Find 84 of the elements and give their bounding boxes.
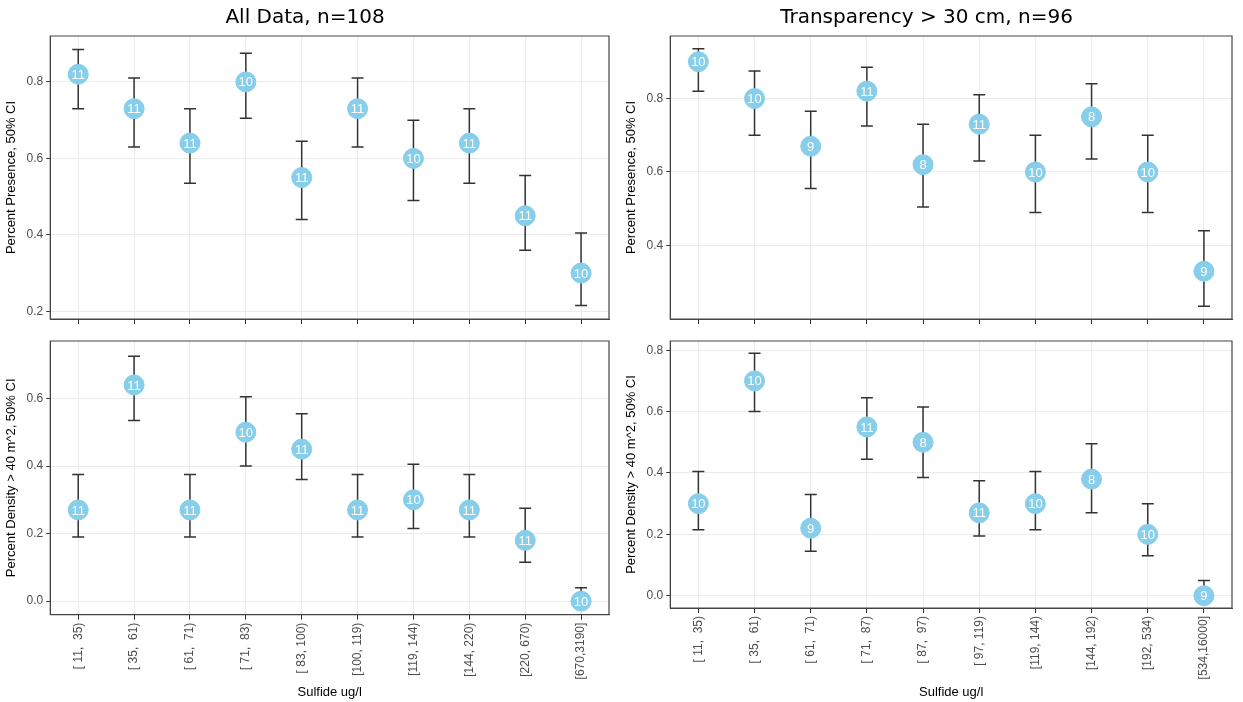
x-tick-label: [ 35, 61) (126, 622, 141, 671)
annotation: 10 (691, 496, 706, 512)
x-axis-title: Sulfide ug/l (297, 683, 362, 699)
y-tick-label: 0.8 (646, 90, 664, 105)
x-tick-label: [220, 670) (517, 622, 532, 677)
x-tick-label: [ 83, 100) (294, 622, 309, 674)
annotation: 10 (573, 593, 589, 609)
x-tick-label: [ 35, 61) (746, 616, 761, 664)
annotation: 11 (518, 208, 532, 224)
x-tick-label: [ 71, 87) (859, 616, 874, 664)
y-tick-label: 0.4 (646, 465, 664, 480)
annotation: 11 (294, 170, 309, 186)
annotation: 10 (238, 424, 254, 440)
y-tick-label: 0.2 (26, 525, 44, 540)
annotation: 11 (127, 377, 141, 393)
chart-title: All Data, n=108 (225, 4, 385, 29)
annotation: 8 (1087, 109, 1096, 125)
annotation: 11 (860, 419, 874, 435)
annotation: 11 (71, 66, 85, 82)
annotation: 10 (1028, 164, 1043, 180)
annotation: 11 (972, 116, 986, 132)
y-axis-title: Percent Density > 40 m^2, 50% CI (3, 378, 19, 578)
annotation: 10 (573, 265, 589, 281)
x-axis-title: Sulfide ug/l (918, 683, 984, 699)
annotation: 11 (972, 505, 986, 521)
y-tick-label: 0.8 (26, 74, 44, 89)
annotation: 9 (807, 520, 815, 536)
annotation: 10 (1140, 164, 1155, 180)
y-tick-label: 0.4 (26, 227, 44, 242)
x-tick-label: [670,3190] (573, 622, 588, 680)
y-axis-title: Percent Presence, 50% CI (3, 100, 19, 255)
annotation: 8 (919, 434, 927, 450)
x-tick-label: [ 11, 35) (690, 616, 705, 663)
y-tick-label: 0.0 (646, 588, 664, 603)
annotation: 11 (294, 441, 309, 457)
x-tick-label: [ 71, 83) (238, 622, 253, 671)
y-tick-label: 0.6 (26, 150, 44, 165)
x-tick-label: [ 61, 71) (803, 616, 818, 664)
annotation: 8 (919, 157, 927, 173)
annotation: 11 (462, 135, 477, 151)
x-tick-label: [ 97, 119) (971, 616, 986, 666)
annotation: 10 (1028, 496, 1043, 512)
y-tick-label: 0.8 (646, 342, 664, 357)
annotation: 11 (127, 101, 141, 117)
y-axis-title: Percent Presence, 50% CI (623, 100, 639, 255)
annotation: 10 (691, 54, 706, 70)
annotation: 11 (350, 101, 365, 117)
x-tick-label: [192, 534) (1140, 616, 1155, 671)
annotation: 11 (183, 502, 197, 518)
y-tick-label: 0.6 (646, 403, 664, 418)
annotation: 11 (518, 532, 532, 548)
annotation: 10 (747, 91, 762, 107)
annotation: 11 (860, 83, 874, 99)
annotation: 10 (1140, 526, 1155, 542)
annotation: 10 (406, 150, 421, 166)
y-axis-title: Percent Density > 40 m^2, 50% CI (623, 375, 639, 574)
annotation: 11 (183, 135, 197, 151)
y-tick-label: 0.2 (646, 526, 664, 541)
y-tick-label: 0.6 (26, 390, 44, 405)
annotation: 9 (807, 138, 815, 154)
x-tick-label: [100, 119) (349, 622, 364, 676)
annotation: 11 (350, 502, 365, 518)
x-tick-label: [119, 144) (1027, 616, 1042, 670)
annotation: 11 (462, 502, 477, 518)
x-tick-label: [ 61, 71) (182, 622, 197, 671)
y-tick-label: 0.2 (26, 303, 44, 318)
annotation: 10 (238, 74, 254, 90)
x-tick-label: [144, 192) (1083, 616, 1098, 671)
x-tick-label: [ 87, 97) (915, 616, 930, 664)
y-tick-label: 0.6 (646, 164, 664, 179)
x-tick-label: [ 11, 35) (70, 622, 85, 670)
annotation: 9 (1200, 588, 1208, 604)
annotation: 11 (71, 502, 85, 518)
y-tick-label: 0.4 (646, 237, 664, 252)
annotation: 10 (406, 492, 421, 508)
annotation: 10 (747, 373, 762, 389)
y-tick-label: 0.0 (26, 593, 44, 608)
x-tick-label: [144, 220) (461, 622, 476, 677)
chart-title: Transparency > 30 cm, n=96 (779, 4, 1073, 29)
annotation: 8 (1087, 471, 1096, 487)
x-tick-label: [534,16000] (1196, 616, 1211, 680)
x-tick-label: [119, 144) (405, 622, 420, 676)
annotation: 9 (1200, 263, 1208, 279)
y-tick-label: 0.4 (26, 458, 44, 473)
